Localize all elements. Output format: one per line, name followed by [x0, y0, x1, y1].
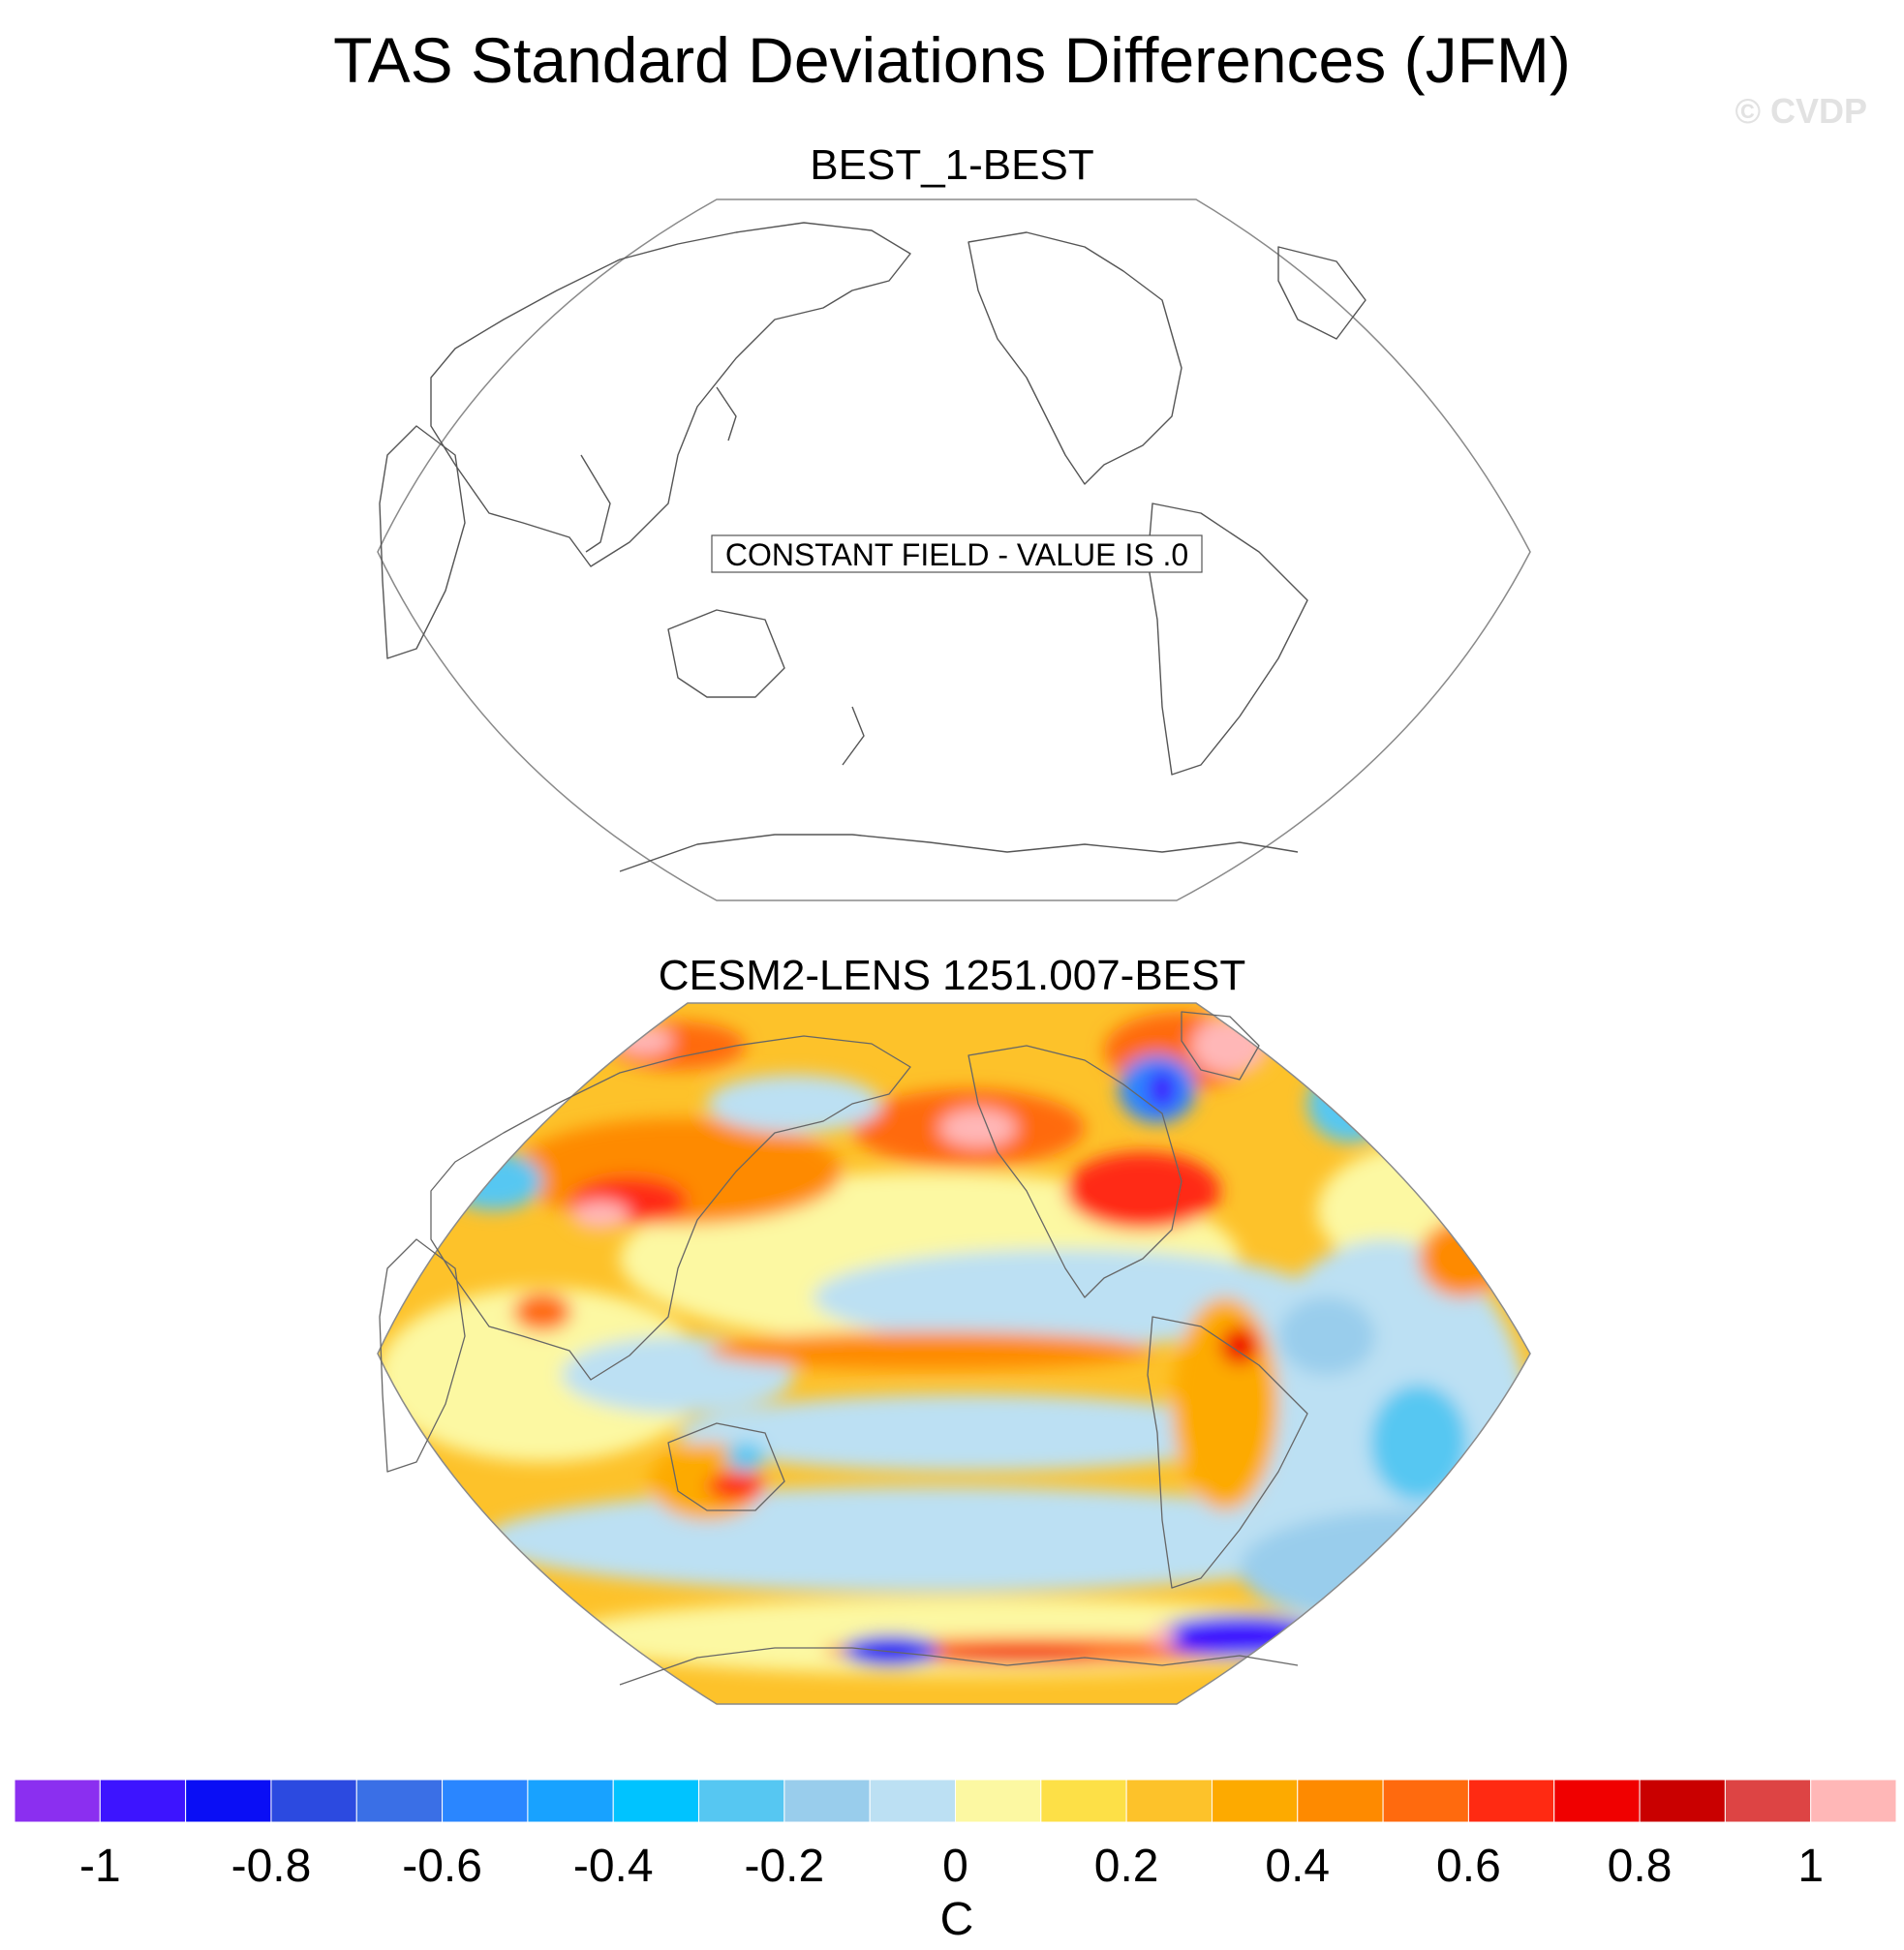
colorbar-box [99, 1779, 187, 1823]
field-patch [678, 1394, 1259, 1472]
field-patch [1065, 1152, 1220, 1230]
field-patch [1307, 1065, 1395, 1143]
colorbar-box [185, 1779, 272, 1823]
coast-newzealand-1 [842, 706, 865, 766]
colorbar-tick-label: 0.4 [1265, 1841, 1330, 1892]
coast-greenland-1 [1277, 246, 1367, 340]
colorbar-box [698, 1779, 785, 1823]
colorbar-box [1211, 1779, 1299, 1823]
field-patch [707, 1472, 765, 1501]
field-patch [726, 1443, 765, 1472]
colorbar-box [612, 1779, 700, 1823]
coast-australia-2 [667, 1422, 785, 1511]
panel-2-title: CESM2-LENS 1251.007-BEST [658, 952, 1246, 999]
coast-japan-1 [716, 386, 737, 442]
field-patch [843, 1635, 939, 1666]
coastlines-2 [379, 1011, 1308, 1686]
coast-greenland-2 [1181, 1011, 1260, 1081]
colorbar-box [1724, 1779, 1812, 1823]
coast-antarctica-1 [619, 834, 1299, 872]
colorbar-box [1297, 1779, 1384, 1823]
panel-1-title: BEST_1-BEST [810, 141, 1094, 189]
colorbar-box [355, 1779, 444, 1823]
field-patch [445, 1152, 542, 1210]
coast-africa-1 [379, 425, 466, 659]
field-patch [1191, 1017, 1269, 1075]
colorbar-box [1125, 1779, 1213, 1823]
field-patch [378, 1288, 707, 1462]
coast-south-america-2 [1147, 1316, 1308, 1589]
colorbar-box [1040, 1779, 1127, 1823]
colorbar-tick-label: -0.2 [745, 1841, 825, 1892]
field-patch [939, 1648, 1094, 1663]
colorbar-tick-label: 0.2 [1094, 1841, 1159, 1892]
colorbar-unit-label: C [940, 1894, 974, 1945]
field-patch [707, 1331, 1152, 1370]
field-patch [939, 1109, 1017, 1147]
constant-field-label: CONSTANT FIELD - VALUE IS .0 [725, 537, 1188, 572]
colorbar-box [1810, 1779, 1897, 1823]
coast-north-america-2 [967, 1045, 1182, 1298]
colorbar-box [869, 1779, 957, 1823]
coast-antarctica-2 [619, 1647, 1299, 1686]
coast-australia-1 [667, 609, 785, 698]
colorbar-box [1467, 1779, 1555, 1823]
field-patch [1148, 1627, 1177, 1646]
coast-eurasia-2 [430, 1035, 911, 1381]
coast-india-1 [580, 454, 611, 553]
coast-north-america-1 [967, 231, 1182, 485]
map-panel-1: CONSTANT FIELD - VALUE IS .0 [377, 198, 1531, 901]
colorbar-tick-label: 0.8 [1608, 1841, 1673, 1892]
colorbar-box [1382, 1779, 1469, 1823]
coast-africa-2 [379, 1238, 466, 1473]
figure-title: TAS Standard Deviations Differences (JFM… [333, 24, 1571, 96]
colorbar-box [14, 1779, 101, 1823]
map-2-boundary [377, 1002, 1531, 1705]
colorbar: -1 -0.8 -0.6 -0.4 -0.2 0 0.2 0.4 0.6 0.8 1 C [14, 1779, 1897, 1945]
colorbar-box [527, 1779, 614, 1823]
colorbar-box [442, 1779, 529, 1823]
field-patch [814, 1249, 1317, 1346]
field-patch [1419, 1220, 1506, 1297]
colorbar-ticks: -1 -0.8 -0.6 -0.4 -0.2 0 0.2 0.4 0.6 0.8 1 [79, 1841, 1824, 1892]
colorbar-tick-label: -0.8 [231, 1841, 312, 1892]
field-patch [1370, 1385, 1467, 1501]
watermark: © CVDP [1735, 91, 1867, 131]
colorbar-box [783, 1779, 871, 1823]
colorbar-tick-label: 0 [942, 1841, 968, 1892]
field-patch [1240, 1510, 1530, 1627]
coast-eurasia-1 [430, 222, 911, 567]
coastlines-1 [379, 222, 1367, 872]
colorbar-box [1639, 1779, 1726, 1823]
field-patch [513, 1293, 571, 1331]
field-patch [1172, 1297, 1278, 1510]
field-patch [1148, 1070, 1177, 1109]
coast-south-america-1 [1147, 503, 1308, 776]
colorbar-boxes [14, 1779, 1897, 1823]
colorbar-box [1553, 1779, 1641, 1823]
colorbar-tick-label: -0.4 [573, 1841, 654, 1892]
map-panel-2 [377, 1002, 1531, 1705]
field-patch [1152, 1615, 1327, 1658]
field-patch [571, 1201, 630, 1230]
colorbar-tick-label: -1 [79, 1841, 121, 1892]
colorbar-tick-label: 1 [1797, 1841, 1824, 1892]
field-patch [1278, 1297, 1375, 1375]
field-patch [707, 1075, 881, 1133]
colorbar-box [270, 1779, 357, 1823]
constant-field-box [711, 534, 1203, 573]
colorbar-tick-label: 0.6 [1436, 1841, 1501, 1892]
field-patch [1346, 1070, 1385, 1099]
field-patch [1220, 1326, 1259, 1365]
colorbar-tick-label: -0.6 [402, 1841, 482, 1892]
colorbar-box [955, 1779, 1042, 1823]
